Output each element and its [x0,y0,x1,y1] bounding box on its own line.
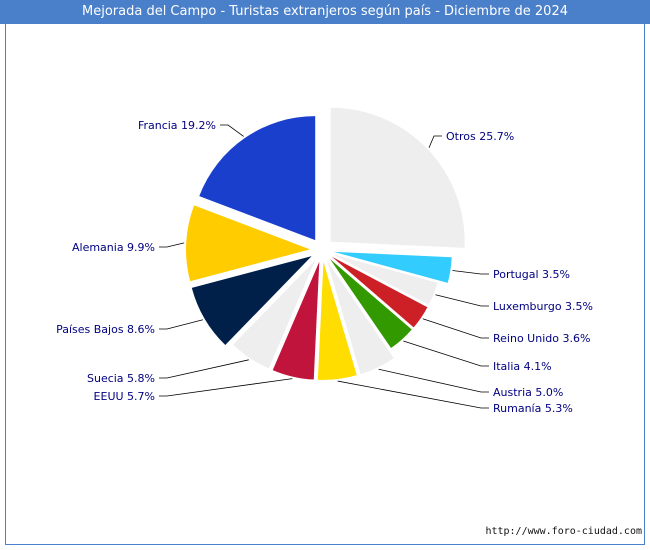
slice-label: Países Bajos 8.6% [56,323,155,336]
leader-line [378,368,489,393]
pie-slice-italia [329,258,412,349]
leader-line [159,242,185,248]
pie-slice-países-bajos [191,256,312,346]
slice-label: Otros 25.7% [446,130,514,143]
slice-label: Francia 19.2% [138,119,216,132]
slice-label: Alemania 9.9% [72,241,155,254]
pie-slice-suecia [233,259,316,369]
pie-slice-otros [330,107,465,248]
slice-label: Luxemburgo 3.5% [493,300,593,313]
pie-slice-portugal [333,251,452,283]
pie-slice-eeuu [272,261,320,380]
pie-slice-austria [327,260,394,375]
slice-label: Rumanía 5.3% [493,402,573,415]
pie-slice-francia [199,116,316,241]
leader-line [337,380,489,409]
pie-slice-rumanía [317,261,357,380]
leader-line [220,124,244,137]
leader-line [452,270,489,275]
leader-line [403,340,489,367]
leader-line [159,359,249,379]
slice-label: Reino Unido 3.6% [493,332,590,345]
pie-slice-alemania [186,205,311,282]
slice-label: EEUU 5.7% [94,390,155,403]
leader-line [159,319,204,330]
leader-line [428,135,442,148]
pie-slice-reino-unido [331,256,428,328]
leader-line [422,318,489,339]
leader-line [435,294,489,307]
chart-title: Mejorada del Campo - Turistas extranjero… [0,0,650,24]
slice-label: Portugal 3.5% [493,268,570,281]
slice-label: Italia 4.1% [493,360,552,373]
leader-line [159,378,293,397]
slice-label: Austria 5.0% [493,386,563,399]
pie-slice-luxemburgo [333,254,438,305]
source-credit: http://www.foro-ciudad.com [485,526,642,537]
slice-label: Suecia 5.8% [87,372,155,385]
